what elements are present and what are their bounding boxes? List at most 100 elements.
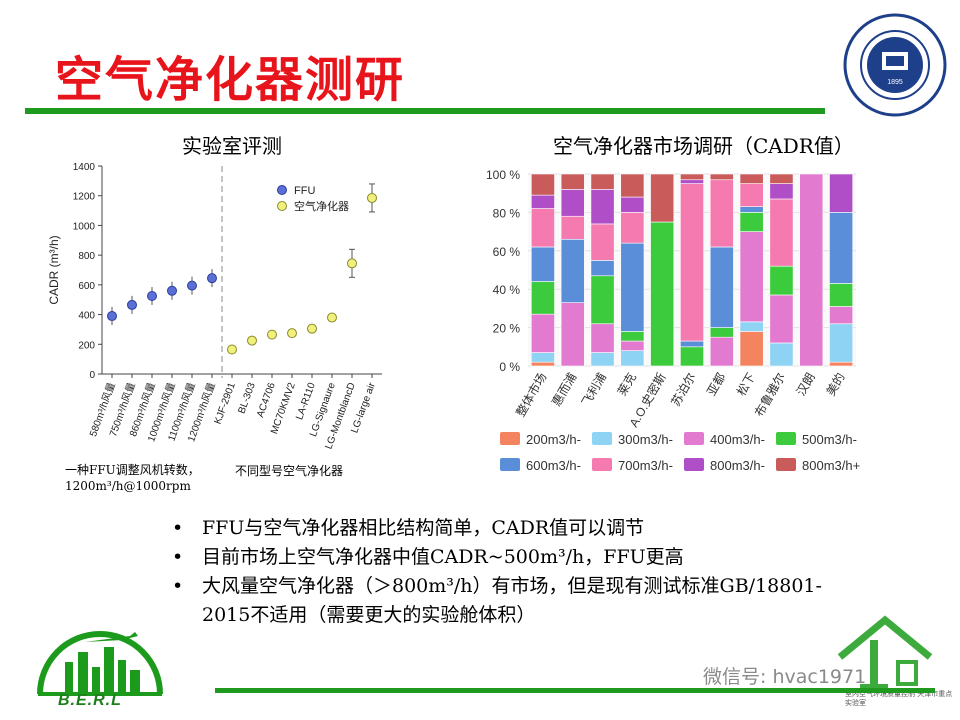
- bar-segment: [590, 223, 615, 261]
- page-title: 空气净化器测研: [55, 52, 406, 108]
- bar-segment: [829, 283, 854, 307]
- y-tick-label: 400: [78, 311, 95, 322]
- bar-segment: [560, 173, 585, 190]
- bar-segment: [769, 183, 794, 200]
- bar-segment: [829, 306, 854, 325]
- legend-label: 600m3/h-: [526, 458, 581, 473]
- bar-segment: [560, 189, 585, 217]
- legend-swatch: [592, 458, 612, 471]
- x-tick-label: 汉朗: [794, 371, 818, 399]
- title-divider: [25, 108, 825, 114]
- x-tick-label: 惠而浦: [549, 371, 579, 409]
- bar-segment: [620, 242, 645, 332]
- data-point: [127, 299, 137, 310]
- y-axis-label: CADR (m³/h): [47, 235, 61, 304]
- bar-segment: [590, 352, 615, 367]
- bar-segment: [739, 183, 764, 207]
- bar-segment: [650, 221, 675, 367]
- bar-segment: [530, 173, 555, 196]
- legend-marker: [277, 185, 287, 195]
- legend-label: 200m3/h-: [526, 432, 581, 447]
- bar-segment: [680, 346, 704, 367]
- legend-swatch: [500, 458, 520, 471]
- x-tick-label: 松下: [734, 371, 758, 399]
- legend-swatch: [776, 458, 796, 471]
- x-tick-label: 亚都: [704, 371, 728, 399]
- bar-segment: [829, 361, 854, 367]
- bar-segment: [739, 231, 764, 323]
- svg-text:1895: 1895: [887, 79, 903, 86]
- bar-segment: [530, 361, 555, 367]
- data-point: [347, 258, 357, 269]
- bar-segment: [680, 179, 704, 184]
- y-tick-label: 0: [89, 370, 95, 381]
- bar-segment: [590, 189, 615, 225]
- data-point: [167, 285, 177, 296]
- bar-segment: [709, 327, 734, 338]
- ffu-note: 一种FFU调整风机转数，1200m³/h@1000rpm: [65, 463, 200, 493]
- bar-segment: [769, 342, 794, 367]
- bar-segment: [620, 350, 645, 367]
- y-tick-label: 600: [78, 281, 95, 292]
- bar-segment: [799, 173, 824, 367]
- bar-segment: [769, 265, 794, 296]
- y-tick-label: 800: [78, 251, 95, 262]
- bar-segment: [560, 215, 585, 240]
- x-tick-label: 苏泊尔: [668, 370, 699, 409]
- y-tick-label: 200: [78, 340, 95, 351]
- legend-label: FFU: [294, 185, 315, 197]
- y-tick-label: 1000: [73, 221, 96, 232]
- bar-segment: [620, 340, 645, 351]
- bar-segment: [590, 275, 615, 325]
- bar-segment: [530, 313, 555, 353]
- data-point: [267, 329, 277, 340]
- data-point: [367, 192, 377, 203]
- y-tick-label: 40 %: [493, 283, 521, 297]
- bottom-divider: [215, 688, 935, 693]
- y-tick-label: 0 %: [499, 360, 520, 374]
- bar-segment: [530, 194, 555, 209]
- legend-swatch: [776, 432, 796, 445]
- bar-segment: [620, 173, 645, 198]
- data-point: [327, 312, 337, 323]
- bullet-item: 目前市场上空气净化器中值CADR~500m³/h，FFU更高: [170, 543, 830, 572]
- purifier-note: 不同型号空气净化器: [235, 464, 344, 478]
- data-point: [147, 291, 157, 301]
- bar-segment: [769, 173, 794, 184]
- legend-swatch: [500, 432, 520, 445]
- summary-bullets: FFU与空气净化器相比结构简单，CADR值可以调节 目前市场上空气净化器中值CA…: [170, 514, 830, 630]
- wechat-watermark: 微信号: hvac1971: [703, 666, 867, 688]
- legend-label: 空气净化器: [294, 199, 349, 213]
- legend-swatch: [684, 432, 704, 445]
- data-point: [187, 280, 197, 291]
- bar-segment: [530, 281, 555, 315]
- x-tick-label: 美的: [823, 370, 848, 398]
- legend-swatch: [592, 432, 612, 445]
- y-tick-label: 1200: [73, 192, 96, 203]
- x-tick-label: 整体市场: [513, 370, 550, 419]
- bar-segment: [680, 183, 704, 342]
- data-point: [287, 328, 297, 339]
- bar-segment: [769, 198, 794, 267]
- legend-label: 800m3/h+: [802, 458, 860, 473]
- y-tick-label: 1400: [73, 162, 96, 173]
- legend-marker: [277, 201, 287, 211]
- bullet-item: FFU与空气净化器相比结构简单，CADR值可以调节: [170, 514, 830, 543]
- bar-segment: [709, 246, 734, 328]
- data-point: [307, 323, 317, 334]
- legend-label: 800m3/h-: [710, 458, 765, 473]
- bar-segment: [590, 323, 615, 353]
- left-chart-subtitle: 实验室评测: [182, 134, 282, 158]
- legend-label: 700m3/h-: [618, 458, 673, 473]
- y-tick-label: 100 %: [486, 168, 520, 182]
- bar-segment: [739, 321, 764, 332]
- x-tick-label: BL-303: [236, 381, 258, 415]
- bar-segment: [739, 212, 764, 232]
- bar-segment: [829, 173, 854, 213]
- x-tick-label: 莱克: [615, 371, 639, 399]
- bar-segment: [620, 212, 645, 244]
- bar-segment: [620, 331, 645, 342]
- bullet-item: 大风量空气净化器（＞800m³/h）有市场，但是现有测试标准GB/18801-2…: [170, 572, 830, 630]
- data-point: [227, 344, 237, 355]
